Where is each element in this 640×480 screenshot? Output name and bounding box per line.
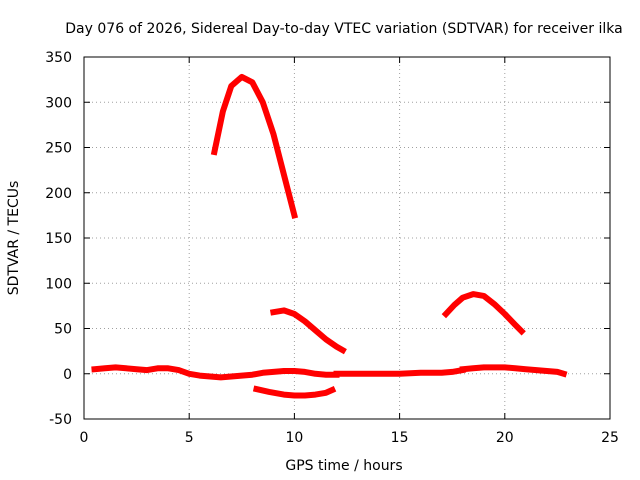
series-arc-dip-minus22: [252, 385, 337, 399]
grid-lines: [84, 57, 610, 419]
x-tick-label: 0: [80, 430, 89, 446]
x-tick-label: 25: [601, 430, 619, 446]
y-tick-label: 150: [45, 231, 72, 247]
axis-ticks: 0 5 10 15 20 25 -50 0 50 100 150 200 250 300 350: [45, 50, 619, 446]
y-tick-label: 250: [45, 141, 72, 157]
chart-title: Day 076 of 2026, Sidereal Day-to-day VTE…: [65, 21, 622, 37]
y-tick-label: 0: [63, 367, 72, 383]
series-baseline-right: [459, 364, 568, 378]
series-baseline-left: [91, 364, 340, 381]
y-tick-label: 350: [45, 50, 72, 66]
y-axis-label: SDTVAR / TECUs: [6, 181, 22, 296]
y-tick-label: 100: [45, 276, 72, 292]
x-tick-label: 15: [391, 430, 409, 446]
x-axis-label: GPS time / hours: [285, 458, 402, 474]
y-tick-label: 50: [54, 322, 72, 338]
y-tick-label: 200: [45, 186, 72, 202]
y-tick-label: 300: [45, 95, 72, 111]
series-arc-peak-330: [210, 73, 299, 220]
series-arc-peak-88: [441, 291, 526, 336]
x-tick-label: 20: [496, 430, 514, 446]
data-series: [91, 73, 568, 399]
y-tick-label: -50: [49, 412, 72, 428]
series-baseline-mid: [333, 366, 467, 377]
x-tick-label: 10: [285, 430, 303, 446]
series-arc-peak-70: [269, 307, 347, 355]
x-tick-label: 5: [185, 430, 194, 446]
